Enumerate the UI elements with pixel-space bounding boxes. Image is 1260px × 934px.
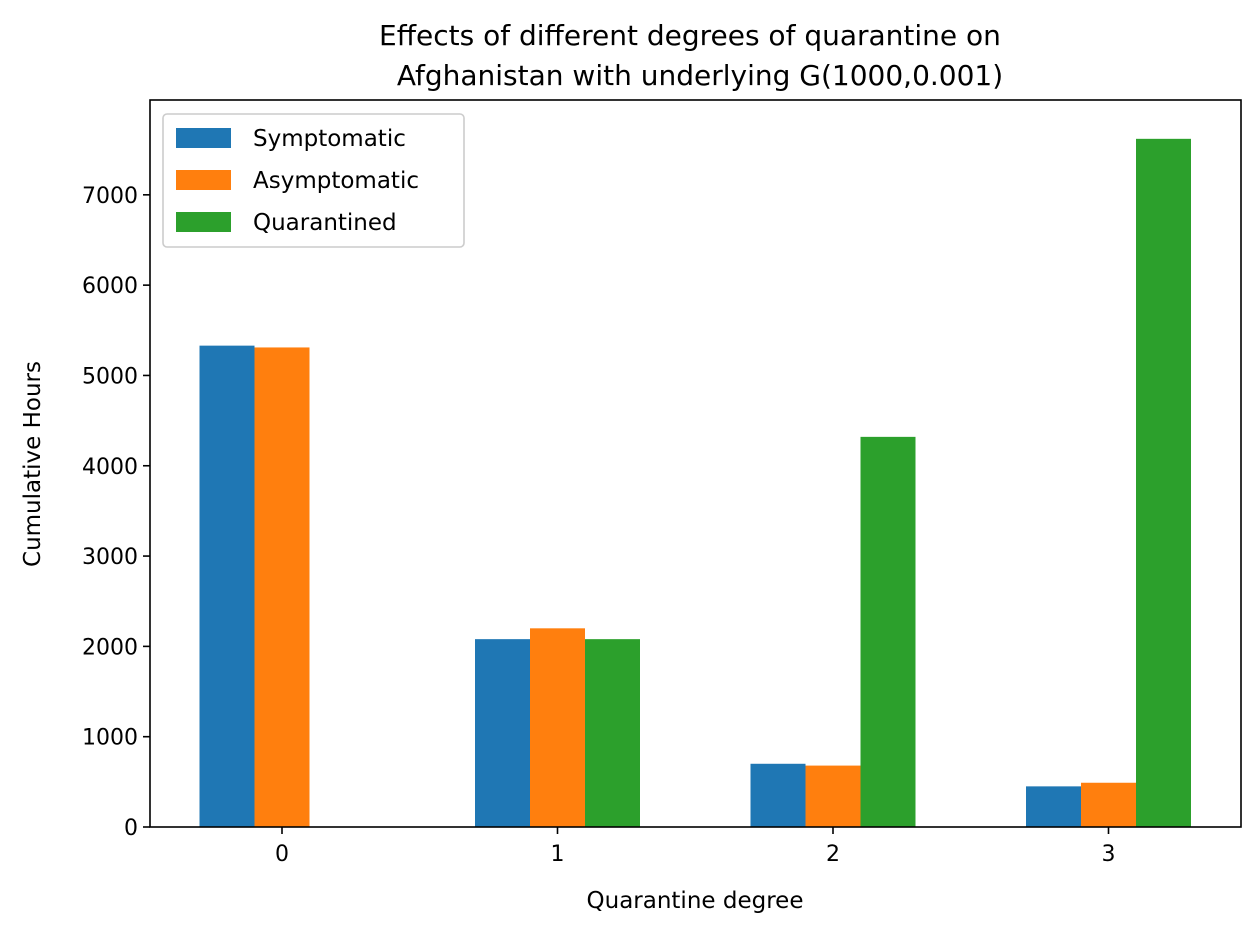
y-tick-label: 3000 [82,545,138,570]
chart-title-line-2: Afghanistan with underlying G(1000,0.001… [397,59,1003,92]
plot-area: 0 1000 2000 3000 4000 5000 6000 7000 0 1 2 3 [82,99,1242,867]
bar-asymptomatic-0 [254,347,310,827]
bar-symptomatic-1 [475,639,530,827]
bar-quarantined-2 [860,436,916,827]
y-tick-label: 0 [124,816,138,841]
y-tick-label: 5000 [82,364,138,389]
x-tick-label: 1 [551,842,565,867]
x-tick-label: 3 [1102,842,1116,867]
legend-swatch-symptomatic [176,128,231,148]
y-tick-label: 7000 [82,184,138,209]
legend-swatch-asymptomatic [176,170,231,190]
bar-asymptomatic-3 [1081,782,1136,827]
x-axis-label: Quarantine degree [587,888,804,914]
x-tick-label: 0 [275,842,289,867]
x-tick-label: 2 [826,842,840,867]
y-tick-label: 2000 [82,635,138,660]
bar-asymptomatic-2 [805,765,861,827]
chart-title-line-1: Effects of different degrees of quaranti… [379,19,1001,52]
y-tick-label: 6000 [82,274,138,299]
bar-symptomatic-2 [750,763,806,827]
bar-quarantined-1 [585,639,640,827]
y-axis-label: Cumulative Hours [20,361,46,567]
legend-label-symptomatic: Symptomatic [253,126,406,152]
y-tick-label: 1000 [82,726,138,751]
legend-box [162,113,465,248]
bar-symptomatic-3 [1026,786,1081,827]
bar-symptomatic-0 [199,345,255,827]
plot-frame [149,99,1242,828]
y-tick-label: 4000 [82,455,138,480]
legend-swatch-quarantined [176,212,231,232]
legend-label-quarantined: Quarantined [253,210,397,236]
bar-quarantined-3 [1136,138,1191,827]
bar-asymptomatic-1 [530,628,585,827]
legend-label-asymptomatic: Asymptomatic [253,168,419,194]
legend: Symptomatic Asymptomatic Quarantined [162,113,465,248]
